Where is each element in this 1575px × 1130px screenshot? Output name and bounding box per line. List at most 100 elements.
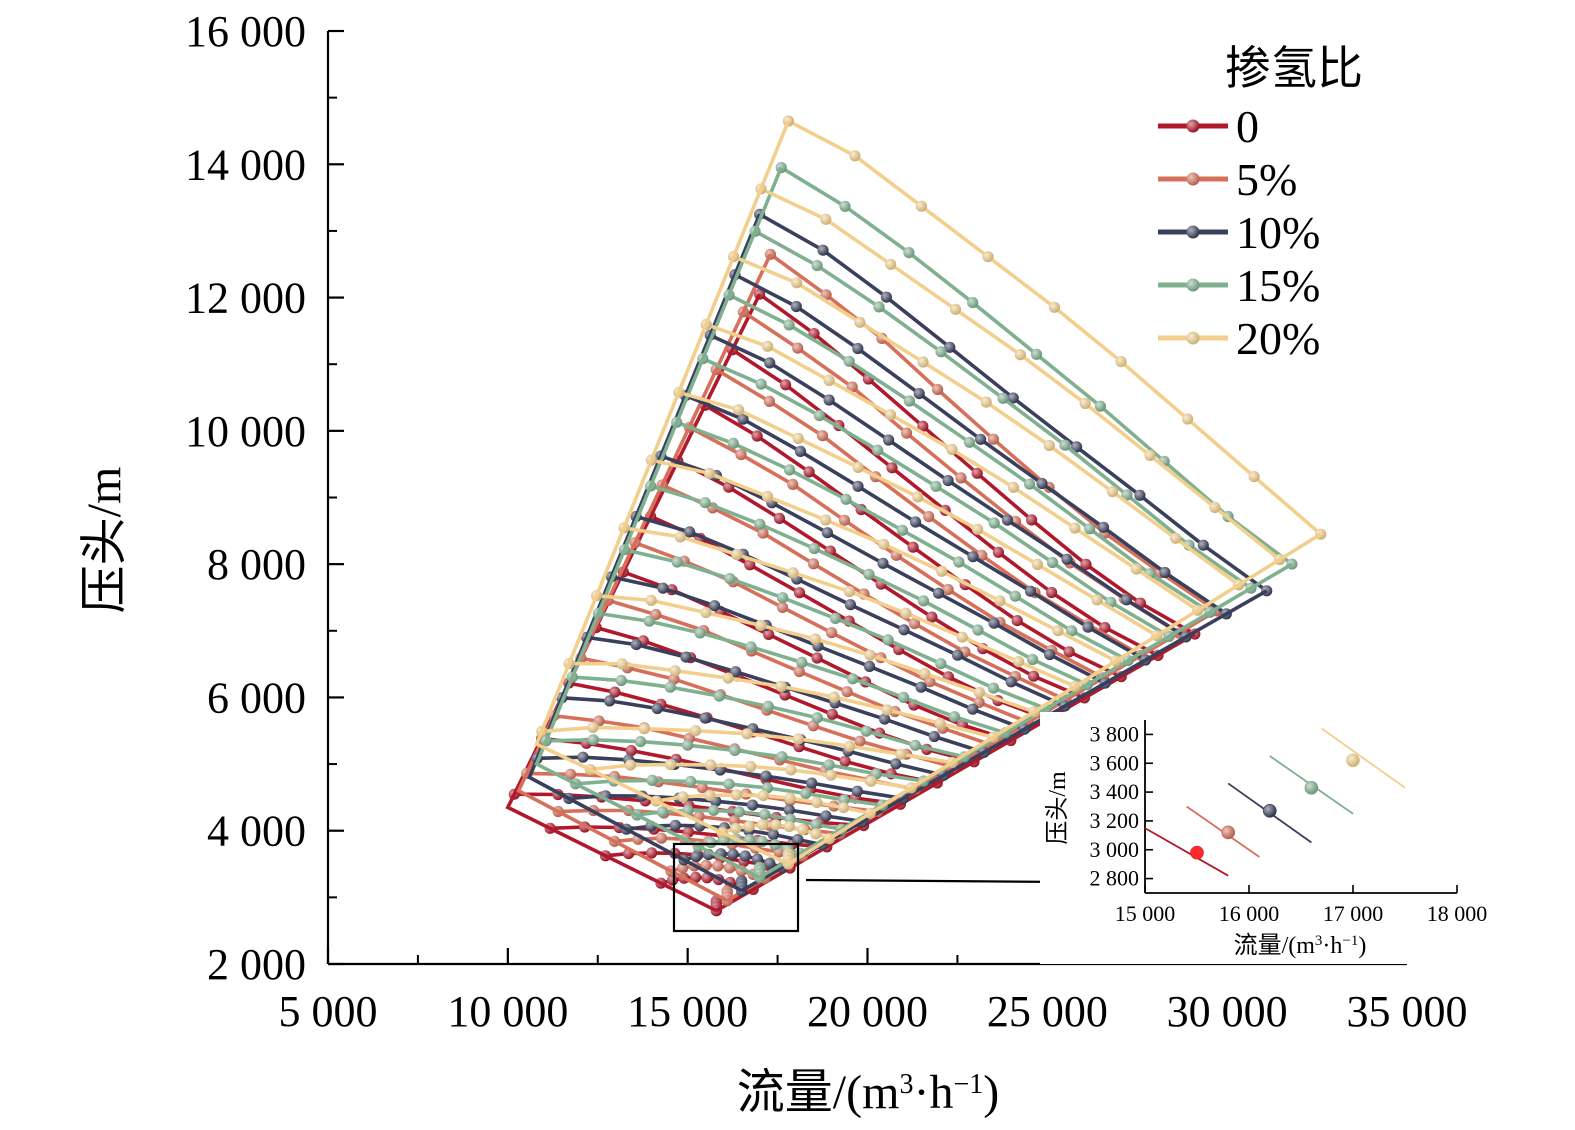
inset-segment bbox=[1186, 805, 1260, 858]
data-point bbox=[784, 464, 796, 476]
data-point bbox=[1080, 558, 1092, 571]
data-point bbox=[751, 430, 763, 442]
legend-label: 5% bbox=[1236, 154, 1297, 205]
data-point bbox=[609, 686, 621, 698]
data-point bbox=[1066, 625, 1078, 637]
data-point bbox=[1014, 349, 1026, 361]
data-point bbox=[741, 728, 753, 740]
data-point bbox=[908, 618, 921, 630]
series-15pct bbox=[534, 162, 1298, 884]
data-point bbox=[743, 820, 755, 832]
data-point bbox=[823, 394, 835, 406]
data-point bbox=[1030, 348, 1043, 360]
data-point bbox=[690, 850, 702, 863]
data-point bbox=[982, 251, 994, 263]
data-point bbox=[976, 549, 988, 562]
data-point bbox=[723, 778, 735, 790]
data-point bbox=[886, 462, 898, 474]
data-point bbox=[807, 558, 820, 570]
inset-point bbox=[1304, 780, 1319, 795]
data-point bbox=[615, 674, 627, 687]
inset-segment bbox=[1144, 827, 1229, 877]
inset-chart: 2 800 3 000 3 200 3 400 3 600 3 800 15 000 16 0… bbox=[1040, 712, 1510, 964]
data-point bbox=[1159, 566, 1171, 579]
inset-point bbox=[1346, 753, 1360, 768]
data-point bbox=[844, 740, 856, 752]
data-point bbox=[1043, 439, 1055, 452]
data-point bbox=[727, 848, 739, 860]
data-point bbox=[783, 319, 795, 331]
data-point bbox=[645, 594, 657, 607]
data-point bbox=[863, 568, 875, 580]
data-point bbox=[735, 449, 747, 461]
data-point bbox=[817, 244, 829, 256]
data-point bbox=[883, 434, 895, 446]
data-point bbox=[829, 612, 842, 625]
data-point bbox=[1079, 397, 1091, 410]
data-point bbox=[808, 542, 820, 555]
data-point bbox=[1024, 585, 1037, 597]
data-point bbox=[955, 472, 967, 484]
data-point bbox=[873, 301, 885, 313]
data-point bbox=[811, 652, 823, 664]
data-point bbox=[1061, 553, 1073, 565]
choke-boundary bbox=[715, 632, 1196, 913]
data-point bbox=[745, 760, 757, 773]
data-point bbox=[913, 388, 925, 400]
y-tick-label: 8 000 bbox=[207, 540, 306, 589]
data-point bbox=[994, 595, 1006, 607]
data-point bbox=[1063, 646, 1075, 658]
data-point bbox=[755, 378, 767, 390]
data-point bbox=[773, 512, 786, 525]
data-point bbox=[699, 712, 711, 724]
data-point bbox=[787, 478, 799, 490]
data-point bbox=[909, 739, 921, 751]
data-point bbox=[762, 700, 774, 713]
data-point bbox=[935, 346, 947, 358]
data-point bbox=[696, 782, 708, 794]
data-point bbox=[975, 433, 987, 445]
legend-marker bbox=[1186, 172, 1200, 186]
inset-y-tick-label: 3 400 bbox=[1090, 779, 1140, 804]
data-point bbox=[879, 713, 891, 725]
data-point bbox=[890, 758, 902, 770]
data-point bbox=[1248, 471, 1260, 483]
data-point bbox=[813, 410, 826, 422]
inset-y-tick-label: 3 000 bbox=[1090, 837, 1140, 862]
data-point bbox=[860, 725, 872, 737]
legend-entry: 10% bbox=[1158, 207, 1320, 258]
data-point bbox=[816, 430, 829, 442]
data-point bbox=[898, 624, 910, 636]
data-point bbox=[841, 686, 853, 698]
data-point bbox=[948, 711, 961, 723]
data-point bbox=[803, 466, 815, 478]
data-point bbox=[935, 658, 947, 670]
data-point bbox=[854, 316, 866, 328]
data-point bbox=[953, 556, 965, 568]
data-point bbox=[1005, 676, 1017, 688]
data-point bbox=[787, 567, 799, 579]
data-point bbox=[881, 704, 893, 716]
data-point bbox=[919, 667, 931, 680]
data-point bbox=[844, 599, 857, 611]
data-point bbox=[709, 600, 721, 612]
data-point bbox=[776, 751, 788, 763]
data-point bbox=[756, 819, 769, 831]
data-point bbox=[956, 631, 968, 643]
inset-x-tick-label: 18 000 bbox=[1427, 901, 1488, 926]
inset-point bbox=[1263, 804, 1277, 818]
data-point bbox=[1007, 392, 1019, 404]
inset-y-tick-label: 2 800 bbox=[1090, 866, 1140, 891]
data-point bbox=[1130, 563, 1142, 575]
data-point bbox=[820, 810, 832, 822]
data-point bbox=[944, 341, 956, 353]
surge-boundary bbox=[534, 120, 791, 866]
x-tick-label: 10 000 bbox=[447, 987, 568, 1036]
inset-y-tick-label: 3 200 bbox=[1090, 808, 1140, 833]
inset-background bbox=[1040, 712, 1510, 964]
data-point bbox=[973, 686, 986, 699]
data-point bbox=[674, 531, 686, 543]
data-point bbox=[685, 775, 697, 788]
data-point bbox=[912, 491, 924, 503]
data-point bbox=[730, 822, 742, 835]
